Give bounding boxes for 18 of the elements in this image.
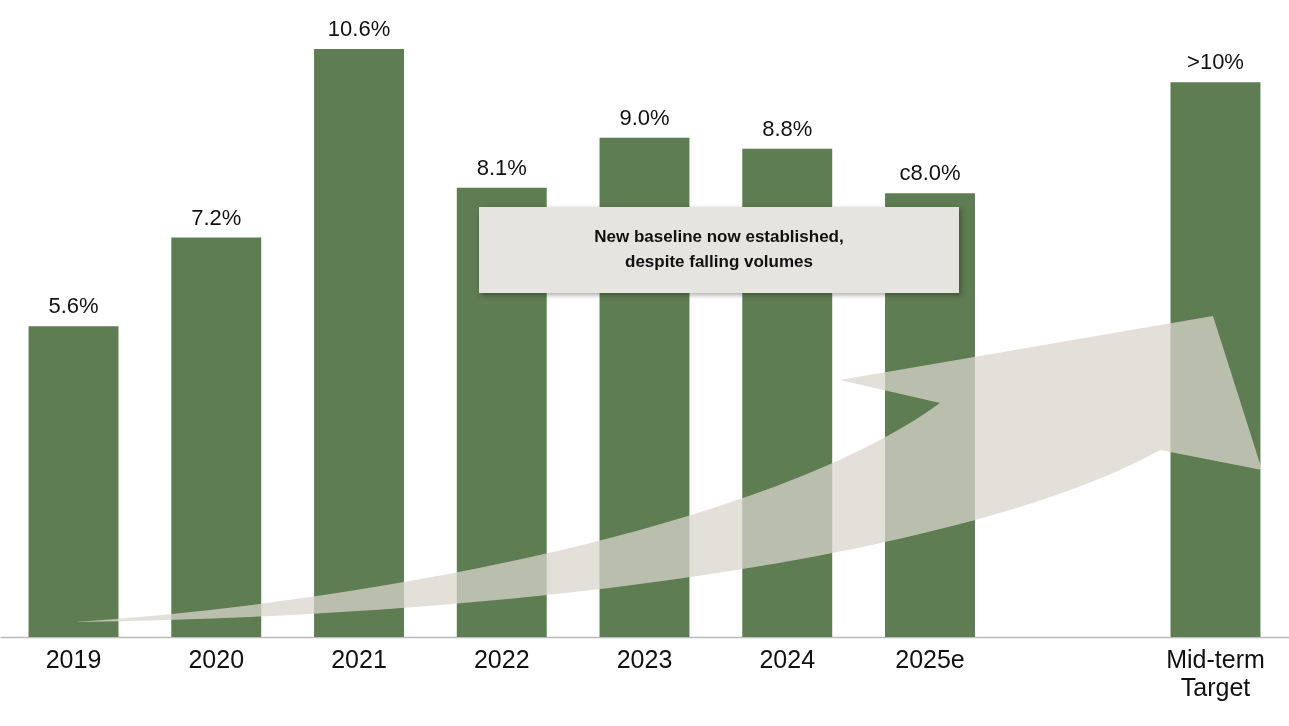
data-label: 5.6% <box>48 293 99 319</box>
data-label: 8.1% <box>476 154 527 180</box>
callout-box: New baseline now established, despite falling volumes <box>479 207 959 293</box>
data-label: c8.0% <box>899 160 961 186</box>
x-tick-label: 2021 <box>331 644 387 673</box>
x-tick-label: 2024 <box>759 644 816 673</box>
data-label: 8.8% <box>762 115 813 141</box>
x-tick-label: 2025e <box>895 644 965 673</box>
annotation: New baseline now established, despite falling volumes <box>593 226 845 273</box>
data-label: 9.0% <box>619 104 670 130</box>
data-label: 7.2% <box>191 204 242 230</box>
data-label: 10.6% <box>327 16 391 41</box>
x-tick-label: 2020 <box>188 644 245 673</box>
x-tick-label: Mid-term Target <box>1166 644 1265 701</box>
x-tick-label: 2022 <box>473 644 530 673</box>
x-tick-label: 2023 <box>616 644 673 673</box>
data-label: >10% <box>1187 49 1244 75</box>
x-tick-label: 2019 <box>45 644 102 673</box>
